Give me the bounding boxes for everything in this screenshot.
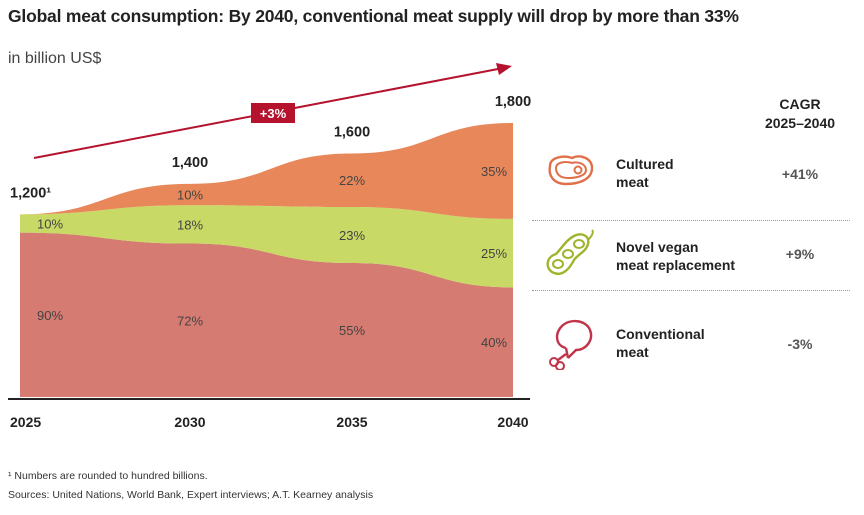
data-label: 90% (37, 308, 63, 323)
x-tick-label: 2040 (497, 414, 528, 430)
data-label: 18% (177, 217, 203, 232)
chart-subtitle: in billion US$ (8, 50, 102, 67)
data-label: 40% (481, 335, 507, 350)
x-tick-label: 2025 (10, 414, 41, 430)
page-title: Global meat consumption: By 2040, conven… (8, 6, 739, 26)
drumstick-icon (542, 318, 598, 375)
data-label: 72% (177, 313, 203, 328)
legend-divider (532, 290, 850, 291)
x-tick-label: 2030 (174, 414, 205, 430)
cagr-header-title: CAGR (779, 96, 821, 112)
total-label: 1,200¹ (10, 185, 51, 201)
legend-vegan-replacement: Novel vegan meat replacement (616, 239, 736, 273)
cagr-vegan-replacement: +9% (785, 246, 815, 262)
area-cultured-meat (20, 123, 513, 219)
legend-conventional-meat: Conventional meat (616, 326, 705, 360)
chart-areas (20, 123, 513, 397)
legend-divider (532, 220, 850, 221)
data-label: 55% (339, 323, 365, 338)
legend-cultured-meat: Cultured meat (616, 156, 674, 190)
sources-note: Sources: United Nations, World Bank, Exp… (8, 489, 374, 501)
growth-badge-label: +3% (260, 106, 287, 121)
data-label: 25% (481, 246, 507, 261)
growth-badge (251, 103, 295, 123)
total-label: 1,400 (172, 155, 208, 171)
x-axis-ticks: 2025 2030 2035 2040 (10, 414, 529, 430)
cagr-header-period: 2025–2040 (764, 115, 836, 131)
data-label: 10% (37, 216, 63, 231)
data-label: 35% (481, 164, 507, 179)
total-label: 1,600 (334, 124, 370, 140)
soybean-icon (542, 228, 598, 285)
data-label: 23% (339, 228, 365, 243)
total-label: 1,800 (495, 94, 531, 110)
cagr-header: CAGR 2025–2040 (740, 95, 860, 133)
area-novel-vegan-meat-replacement (20, 205, 513, 288)
x-tick-label: 2035 (336, 414, 367, 430)
chart-labels: 90% 72% 55% 40% 10% 18% 23% 25% 10% 22% 35% 1,200¹ 1… (10, 94, 531, 350)
area-conventional-meat (20, 232, 513, 397)
cagr-cultured-meat: +41% (781, 166, 819, 182)
steak-icon (542, 152, 598, 197)
data-label: 10% (177, 188, 203, 203)
cagr-conventional-meat: -3% (787, 336, 813, 352)
footnote: ¹ Numbers are rounded to hundred billion… (8, 470, 208, 482)
data-label: 22% (339, 173, 365, 188)
